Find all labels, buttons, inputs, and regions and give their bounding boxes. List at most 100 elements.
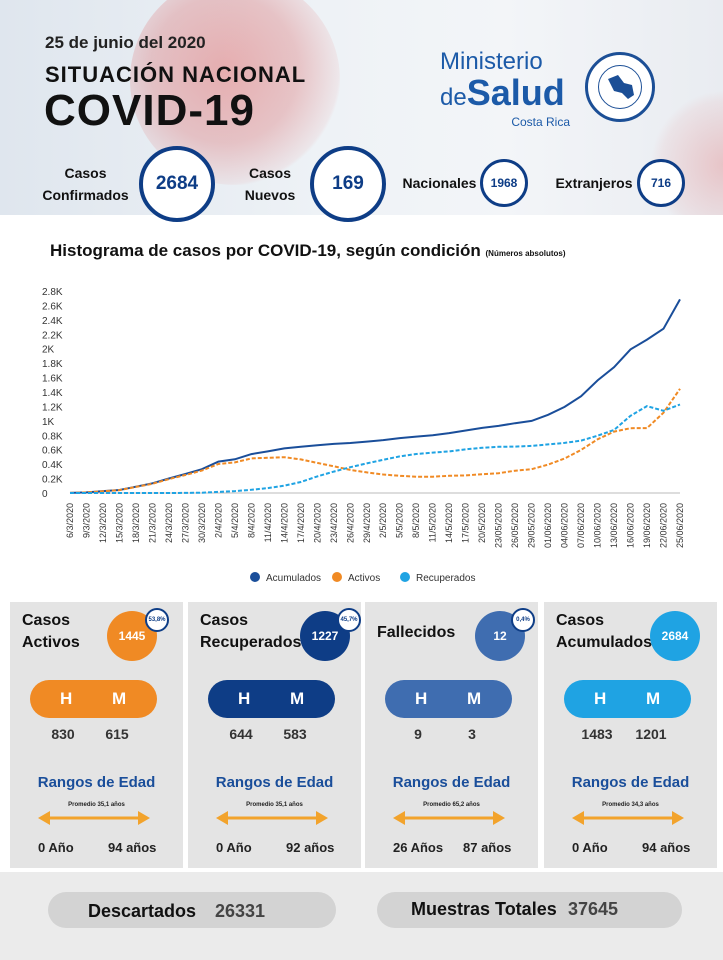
- panel-title: Casos Activos: [22, 610, 80, 654]
- hombres-label: H: [415, 689, 428, 708]
- mujeres-value: 1201: [635, 726, 667, 742]
- x-tick-label: 26/05/2020: [510, 503, 520, 548]
- x-tick-label: 13/06/2020: [609, 503, 619, 548]
- panel-value: 2684: [661, 629, 689, 643]
- panel-title-line1: Casos: [22, 612, 71, 629]
- x-tick-label: 17/5/2020: [461, 503, 471, 543]
- x-tick-label: 04/06/2020: [560, 503, 570, 548]
- legend-label-activos: Activos: [348, 573, 380, 584]
- header-banner: 25 de junio del 2020 SITUACIÓN NACIONAL …: [0, 0, 723, 215]
- extranjeros-label: Extranjeros: [555, 175, 633, 191]
- promedio-label: Promedio 34,3 años: [602, 802, 659, 808]
- x-tick-label: 30/3/2020: [197, 503, 207, 543]
- legend-marker-acumulados: [250, 572, 260, 582]
- x-tick-label: 23/4/2020: [329, 503, 339, 543]
- y-tick-label: 0.8K: [42, 431, 63, 442]
- confirmados-value: 2684: [155, 173, 199, 194]
- hombres-value: 1483: [581, 726, 613, 742]
- chart-title-note: (Números absolutos): [485, 249, 566, 258]
- panel-title-line2: Recuperados: [200, 634, 302, 651]
- x-tick-label: 16/06/2020: [626, 503, 636, 548]
- edad-minima: 0 Año: [572, 840, 608, 855]
- rangos-label: Rangos de Edad: [392, 774, 511, 791]
- x-tick-label: 14/5/2020: [444, 503, 454, 543]
- panel-title-line1: Casos: [556, 612, 605, 629]
- mujeres-value: 583: [283, 726, 307, 742]
- x-tick-label: 17/4/2020: [296, 503, 306, 543]
- x-tick-label: 01/06/2020: [543, 503, 553, 548]
- x-tick-label: 25/06/2020: [675, 503, 685, 548]
- panel-percent-badge: 53,8%: [145, 608, 169, 632]
- muestras-label: Muestras Totales: [411, 899, 557, 919]
- panel-title: Fallecidos: [377, 622, 455, 644]
- panel-title-line1: Casos: [200, 612, 249, 629]
- descartados-pill: [48, 892, 336, 928]
- nuevos-circle: 169: [310, 146, 386, 222]
- panel-title-line2: Activos: [22, 634, 80, 651]
- x-tick-label: 24/3/2020: [164, 503, 174, 543]
- y-tick-label: 2K: [42, 345, 55, 356]
- legend-label-acumulados: Acumulados: [266, 573, 321, 584]
- y-tick-label: 2.2K: [42, 330, 63, 341]
- x-tick-label: 9/3/2020: [81, 503, 91, 538]
- x-tick-label: 27/3/2020: [180, 503, 190, 543]
- x-tick-label: 5/4/2020: [230, 503, 240, 538]
- promedio-label: Promedio 35,1 años: [246, 802, 303, 808]
- edad-maxima: 94 años: [108, 840, 157, 855]
- rangos-label: Rangos de Edad: [571, 774, 690, 791]
- hombres-value: 830: [51, 726, 75, 742]
- panel-title: Casos Recuperados: [200, 610, 301, 654]
- logo-de: de: [440, 84, 467, 111]
- nuevos-value: 169: [332, 173, 364, 194]
- panel-fallecidos: Fallecidos 12 0,4% H M 9 3 Rangos de Edad Promed…: [365, 602, 538, 868]
- seal-inner-ring: [598, 65, 642, 109]
- logo-line-ministerio: Ministerio: [440, 48, 543, 75]
- report-date: 25 de junio del 2020: [45, 33, 206, 52]
- extranjeros-value: 716: [650, 176, 672, 190]
- confirmados-label-line2: Confirmados: [42, 187, 129, 203]
- x-tick-label: 15/3/2020: [114, 503, 124, 543]
- x-tick-label: 21/3/2020: [147, 503, 157, 543]
- x-tick-label: 8/4/2020: [246, 503, 256, 538]
- y-tick-label: 1K: [42, 417, 55, 428]
- panel-value-circle: 2684: [650, 611, 700, 661]
- muestras-value: 37645: [568, 899, 619, 919]
- edad-minima: 0 Año: [38, 840, 74, 855]
- double-arrow-icon: [38, 811, 150, 825]
- edad-minima: 26 Años: [393, 840, 444, 855]
- nuevos-label-line2: Nuevos: [244, 187, 296, 203]
- panel-activos: Casos Activos 1445 53,8% H M 830 615 Rangos de E…: [10, 602, 183, 868]
- panel-title-line2: Acumulados: [556, 634, 653, 651]
- y-tick-label: 0.6K: [42, 446, 63, 457]
- descartados-label: Descartados: [88, 901, 197, 921]
- x-tick-label: 6/3/2020: [65, 503, 75, 538]
- x-tick-label: 19/06/2020: [642, 503, 652, 548]
- series-line-activos: [69, 388, 681, 494]
- x-tick-label: 10/06/2020: [593, 503, 603, 548]
- hombres-value: 9: [414, 726, 422, 742]
- panel-recuperados: Casos Recuperados 1227 45,7% H M 644 583 Rangos …: [188, 602, 361, 868]
- report-subtitle: SITUACIÓN NACIONAL: [45, 62, 307, 87]
- x-tick-label: 12/3/2020: [98, 503, 108, 543]
- x-tick-label: 18/3/2020: [131, 503, 141, 543]
- panel-percent-badge: 45,7%: [337, 608, 361, 632]
- map-icon: [608, 75, 634, 99]
- logo-salud: Salud: [466, 72, 565, 113]
- panel-acumulados: Casos Acumulados 2684 H M 1483 1201 Rangos de E…: [544, 602, 717, 868]
- ministerio-logo: Ministerio deSalud Costa Rica: [440, 48, 590, 129]
- panel-percent-badge: 0,4%: [511, 608, 535, 632]
- promedio-label: Promedio 35,1 años: [68, 802, 125, 808]
- y-tick-label: 1.6K: [42, 374, 63, 385]
- x-tick-label: 26/4/2020: [345, 503, 355, 543]
- x-tick-label: 2/5/2020: [378, 503, 388, 538]
- chart-title: Histograma de casos por COVID-19, según …: [50, 241, 566, 261]
- mujeres-label: M: [290, 689, 305, 708]
- x-tick-label: 11/4/2020: [263, 503, 273, 542]
- nacionales-label: Nacionales: [402, 175, 477, 191]
- muestras-pill: [377, 892, 682, 928]
- edad-maxima: 92 años: [286, 840, 335, 855]
- x-tick-label: 2/4/2020: [213, 503, 223, 538]
- panel-percent: 45,7%: [340, 617, 358, 623]
